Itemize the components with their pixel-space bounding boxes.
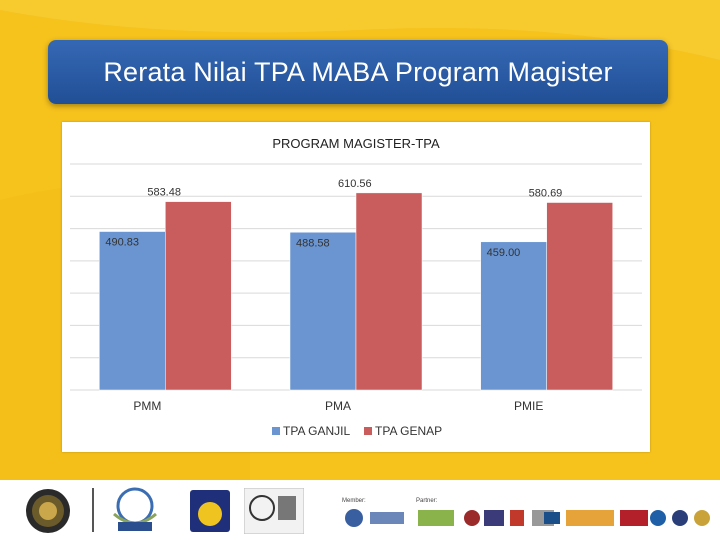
legend-label: TPA GANJIL — [283, 424, 350, 438]
legend-swatch — [272, 427, 280, 435]
member-partner-logos-icon: Member: Partner: — [342, 498, 710, 527]
slide-title: Rerata Nilai TPA MABA Program Magister — [103, 56, 613, 87]
category-label: PMIE — [514, 399, 543, 413]
data-label: 488.58 — [296, 237, 330, 249]
slide-title-banner: Rerata Nilai TPA MABA Program Magister — [48, 40, 668, 104]
chart-title: PROGRAM MAGISTER-TPA — [272, 136, 440, 151]
member-label: Member: — [342, 498, 366, 504]
bar-tpa-ganjil-pmm — [99, 231, 166, 391]
university-seal-icon — [26, 489, 70, 533]
data-label: 583.48 — [147, 187, 181, 199]
certification-logo-icon — [244, 488, 304, 534]
data-label: 490.83 — [105, 237, 139, 249]
footer-logo-strip: Member: Partner: — [0, 480, 720, 540]
category-label: PMA — [325, 399, 351, 413]
bar-tpa-genap-pmie — [546, 202, 613, 391]
data-label: 459.00 — [487, 247, 521, 259]
data-label: 580.69 — [529, 188, 563, 200]
category-label: PMM — [133, 399, 161, 413]
chart-panel: PROGRAM MAGISTER-TPA 490.83 583.48 488.58 6… — [62, 122, 650, 452]
abest21-logo-icon — [113, 487, 157, 531]
divider — [92, 488, 94, 532]
bar-chart: PROGRAM MAGISTER-TPA 490.83 583.48 488.58 6… — [70, 136, 642, 438]
ub-logo-icon — [190, 490, 230, 532]
partner-label: Partner: — [416, 498, 438, 504]
bar-tpa-ganjil-pma — [289, 232, 357, 391]
legend-label: TPA GENAP — [375, 424, 442, 438]
bar-tpa-ganjil-pmie — [480, 241, 547, 391]
bar-tpa-genap-pma — [355, 192, 423, 391]
bar-tpa-genap-pmm — [165, 201, 232, 391]
data-label: 610.56 — [338, 178, 372, 190]
legend-swatch — [364, 427, 372, 435]
